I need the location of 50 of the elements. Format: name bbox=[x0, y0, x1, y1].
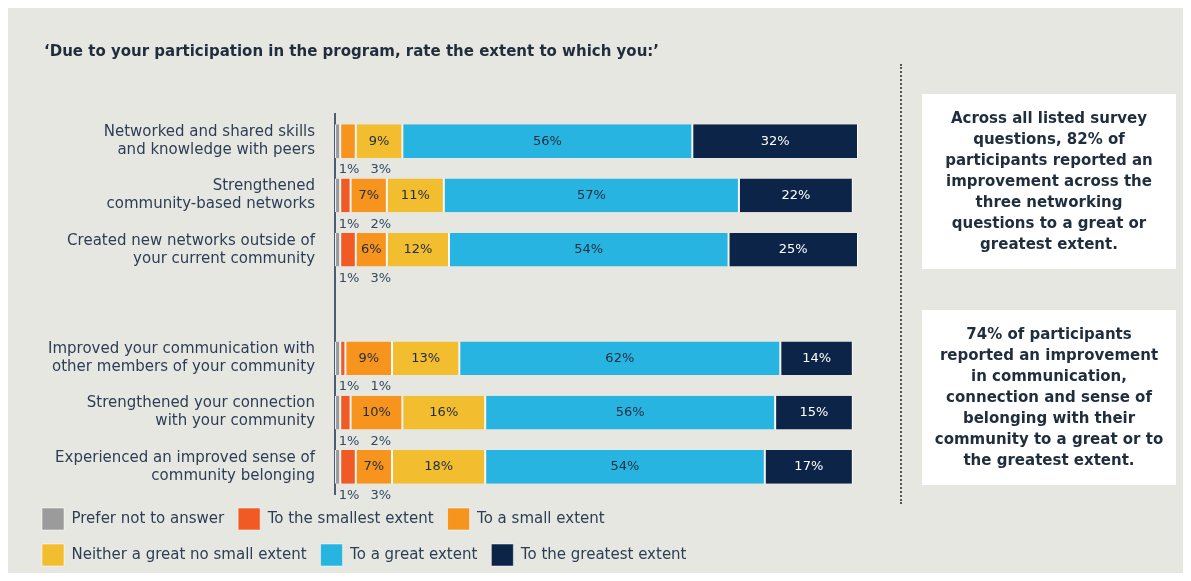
data-label: 2% bbox=[370, 432, 392, 448]
legend-label: Prefer not to answer bbox=[71, 508, 225, 527]
data-label: 9% bbox=[368, 132, 390, 148]
legend-label: To the smallest extent bbox=[266, 508, 434, 527]
y-tick-label: Strengthened community-based networks bbox=[106, 176, 316, 213]
text: 74% of participants reported an improvement in communication, connection and sense of belonging with their community to a great or to the greatest extent. bbox=[922, 310, 1176, 485]
data-label: 54% bbox=[574, 241, 604, 257]
data-label: 18% bbox=[424, 458, 454, 474]
data-label: 56% bbox=[532, 132, 562, 148]
y-tick-label: Experienced an improved sense of community belonging bbox=[55, 447, 316, 484]
data-label: 13% bbox=[411, 349, 441, 365]
data-label: 25% bbox=[778, 241, 808, 257]
data-label: 16% bbox=[429, 403, 459, 419]
data-label: 1% bbox=[370, 378, 392, 394]
y-tick-label: Created new networks outside of your current community bbox=[67, 230, 316, 267]
data-label: 10% bbox=[362, 403, 391, 419]
data-label: 1% bbox=[338, 487, 360, 503]
legend-label: To a small extent bbox=[476, 508, 605, 527]
data-label: 3% bbox=[370, 269, 392, 285]
y-tick-label: Strengthened your connection with your community bbox=[86, 393, 316, 430]
data-label: 32% bbox=[760, 132, 790, 148]
data-label: 15% bbox=[799, 403, 829, 419]
legend-label: To a great extent bbox=[349, 544, 478, 563]
chart-title: ‘Due to your participation in the program, rate the extent to which you:’ bbox=[44, 42, 660, 60]
y-tick-label: Improved your communication with other members of your community bbox=[47, 339, 316, 376]
data-label: 6% bbox=[360, 241, 382, 257]
y-tick-label: Networked and shared skills and knowledge with peers bbox=[103, 122, 316, 159]
data-label: 14% bbox=[802, 349, 832, 365]
legend-label: To the greatest extent bbox=[519, 544, 687, 563]
data-label: 3% bbox=[370, 487, 392, 503]
data-label: 9% bbox=[358, 349, 380, 365]
data-label: 22% bbox=[781, 186, 811, 202]
data-label: 3% bbox=[370, 161, 392, 177]
data-label: 11% bbox=[400, 186, 430, 202]
data-label: 7% bbox=[358, 186, 380, 202]
data-label: 1% bbox=[338, 269, 360, 285]
data-label: 1% bbox=[338, 161, 360, 177]
data-label: 17% bbox=[794, 458, 824, 474]
data-label: 54% bbox=[610, 458, 640, 474]
data-label: 7% bbox=[363, 458, 385, 474]
data-label: 1% bbox=[338, 215, 360, 231]
data-label: 12% bbox=[403, 241, 433, 257]
data-label: 57% bbox=[576, 186, 606, 202]
data-label: 62% bbox=[605, 349, 635, 365]
data-label: 1% bbox=[338, 378, 360, 394]
data-label: 2% bbox=[370, 215, 392, 231]
data-label: 1% bbox=[338, 432, 360, 448]
text: Across all listed survey questions, 82% of participants reported an improvement across the three networking questions to a great or greatest extent. bbox=[922, 94, 1176, 269]
legend-label: Neither a great no small extent bbox=[71, 544, 307, 563]
data-label: 56% bbox=[615, 403, 645, 419]
